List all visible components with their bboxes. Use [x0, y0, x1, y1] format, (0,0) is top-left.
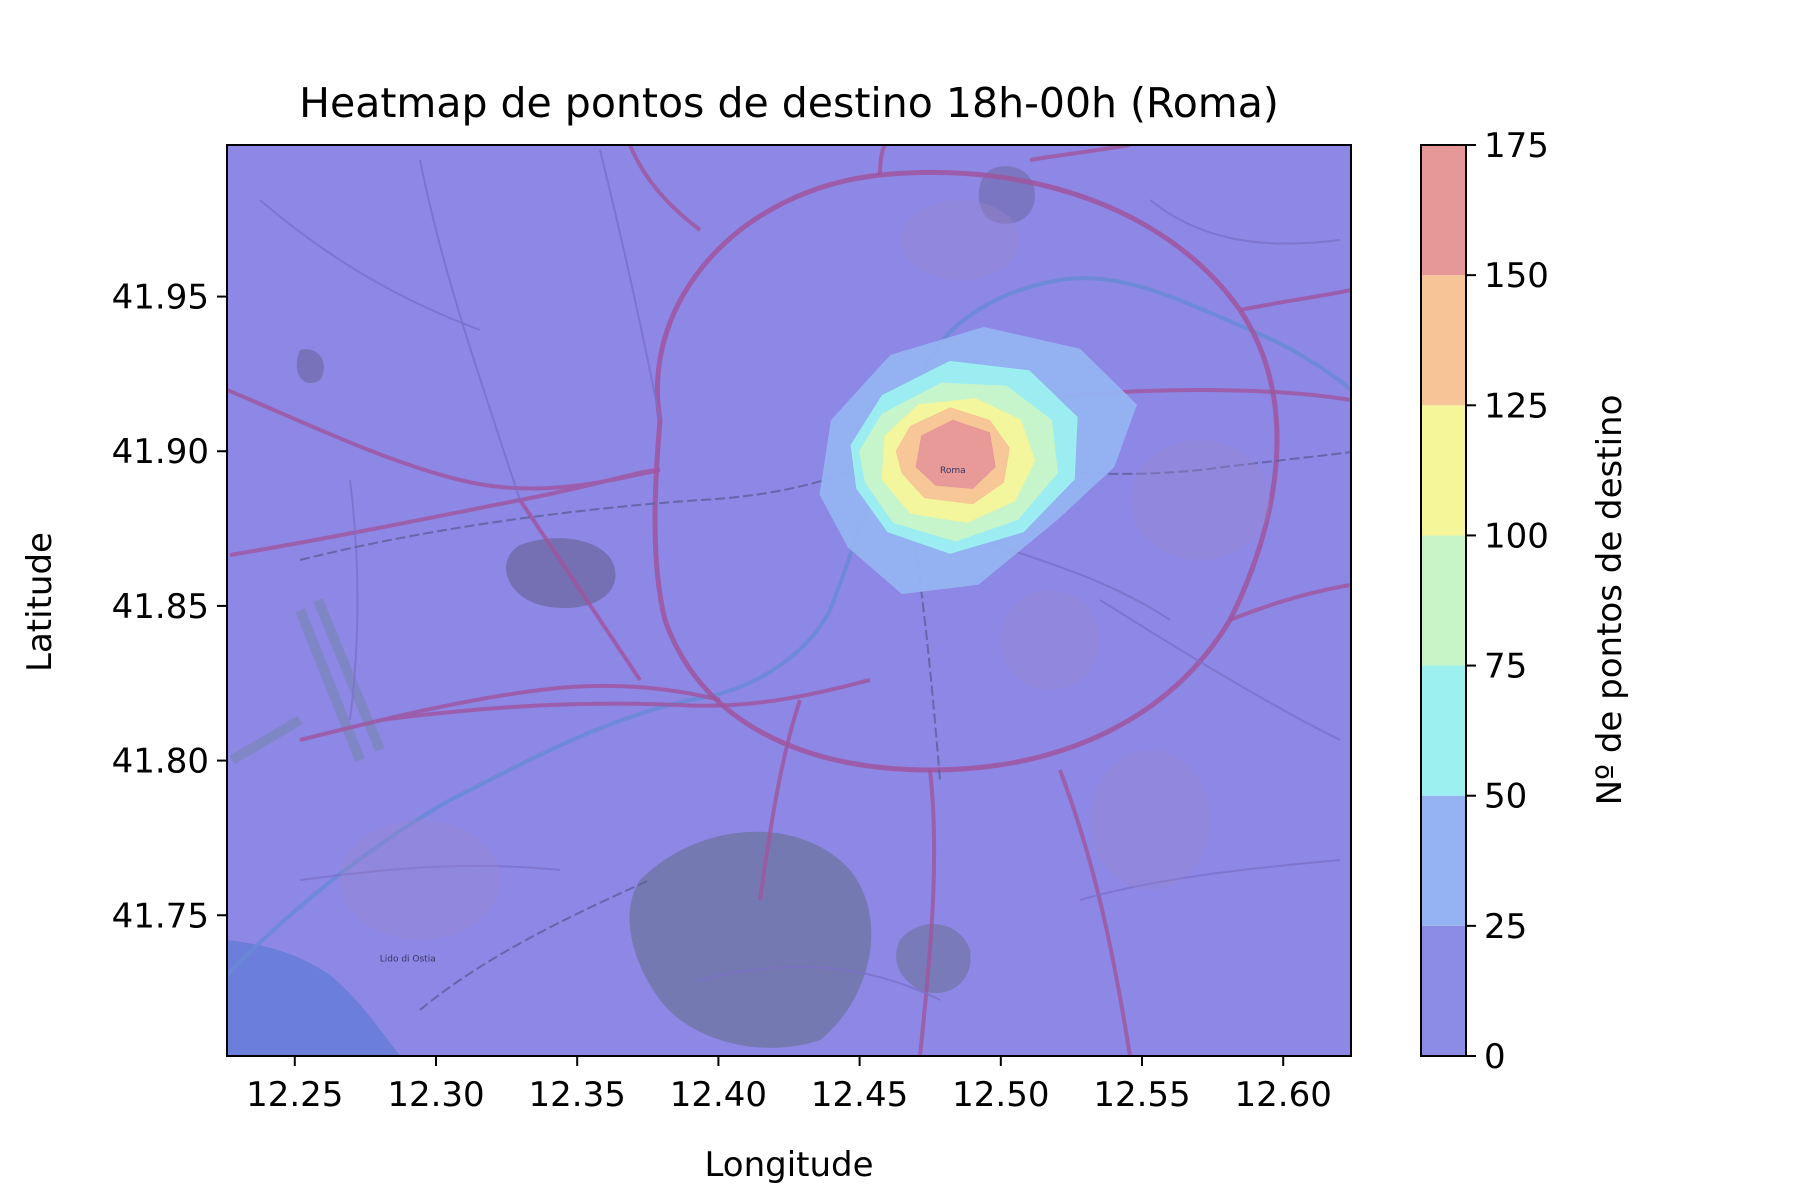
colorbar-tick-label: 25 [1484, 907, 1527, 947]
colorbar-tick-label: 125 [1484, 386, 1549, 426]
colorbar-band [1421, 275, 1466, 406]
x-tick-label: 12.35 [529, 1075, 626, 1115]
colorbar-band [1421, 795, 1466, 926]
colorbar-tick-label: 100 [1484, 516, 1549, 556]
map-park [629, 831, 872, 1048]
map-ring-road [652, 169, 1280, 773]
colorbar-band [1421, 925, 1466, 1056]
plot-area: Roma Lido di Ostia [226, 144, 1352, 1057]
y-axis-ticks: 41.75 41.80 41.85 41.90 41.95 [112, 278, 227, 936]
colorbar-tick-label: 0 [1484, 1037, 1506, 1077]
x-tick-label: 12.45 [811, 1075, 908, 1115]
map-airport [229, 598, 385, 765]
map-labels: Roma Lido di Ostia [380, 466, 966, 965]
x-tick-label: 12.40 [670, 1075, 767, 1115]
colorbar-ticks: 0 25 50 75 100 125 150 175 [1466, 126, 1549, 1077]
x-tick-label: 12.30 [387, 1075, 484, 1115]
x-axis-ticks: 12.25 12.30 12.35 12.40 12.45 12.50 12.55 12.60 [246, 1056, 1332, 1115]
map-sea [227, 940, 400, 1056]
colorbar-band [1421, 665, 1466, 796]
chart-title: Heatmap de pontos de destino 18h-00h (Ro… [299, 79, 1279, 127]
y-tick-label: 41.75 [112, 896, 209, 936]
colorbar-tick-label: 150 [1484, 256, 1549, 296]
y-tick-label: 41.90 [112, 432, 209, 472]
map-park [506, 538, 616, 609]
colorbar-band [1421, 535, 1466, 666]
y-axis-label: Latitude [20, 532, 60, 672]
y-tick-label: 41.85 [112, 587, 209, 627]
plot-frame [226, 144, 1352, 1057]
y-tick-label: 41.95 [112, 278, 209, 318]
colorbar-band [1421, 145, 1466, 276]
heatmap-contours [819, 327, 1137, 594]
x-tick-label: 12.50 [952, 1075, 1049, 1115]
colorbar-bands [1421, 145, 1466, 1056]
map-urban-areas [340, 200, 1270, 940]
x-tick-label: 12.25 [246, 1075, 343, 1115]
colorbar-tick-label: 75 [1484, 647, 1527, 687]
map-park [296, 349, 324, 384]
x-axis-label: Longitude [704, 1145, 873, 1185]
colorbar-tick-label: 175 [1484, 126, 1549, 166]
colorbar-band [1421, 405, 1466, 536]
map-park [896, 923, 971, 994]
map-label: Roma [940, 466, 966, 476]
x-tick-label: 12.55 [1093, 1075, 1190, 1115]
colorbar-frame [1420, 144, 1467, 1057]
x-tick-label: 12.60 [1235, 1075, 1332, 1115]
contour-level-150 [915, 419, 996, 489]
map-label: Lido di Ostia [380, 955, 436, 965]
y-tick-label: 41.80 [112, 742, 209, 782]
colorbar: 0 25 50 75 100 125 150 175 Nº de pontos de dest… [1420, 126, 1630, 1077]
map-background: Roma Lido di Ostia [227, 145, 1351, 1056]
colorbar-tick-label: 50 [1484, 777, 1527, 817]
colorbar-label: Nº de pontos de destino [1590, 395, 1630, 806]
